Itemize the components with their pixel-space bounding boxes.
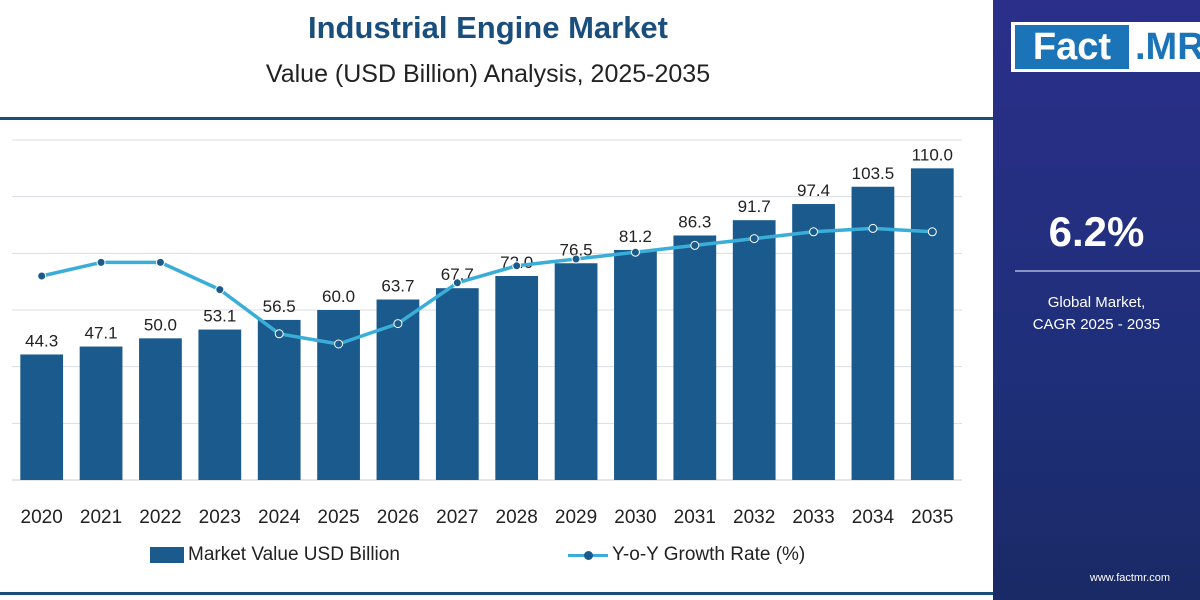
cagr-value: 6.2%: [1048, 208, 1145, 255]
cagr-label-line1: Global Market,: [1047, 294, 1146, 311]
panel-divider: [1015, 270, 1200, 272]
growth-point-2033: [809, 227, 819, 237]
bar-2035: [910, 168, 954, 481]
x-tick-2032: 2032: [733, 507, 775, 528]
header-divider: [0, 117, 993, 120]
chart-subtitle: Value (USD Billion) Analysis, 2025-2035: [265, 60, 711, 88]
growth-point-2031: [690, 240, 700, 250]
bar-2023: [198, 329, 242, 480]
data-label-2034: 103.5: [852, 164, 895, 183]
website-link[interactable]: www.factmr.com: [1089, 572, 1170, 584]
growth-point-2022: [155, 257, 165, 267]
x-tick-2020: 2020: [21, 507, 63, 528]
growth-point-2025: [334, 339, 344, 349]
x-tick-2025: 2025: [317, 507, 359, 528]
x-tick-2022: 2022: [139, 507, 181, 528]
cagr-label: Global Market, CAGR 2025 - 2035: [993, 292, 1200, 336]
legend-bar-swatch: [150, 547, 184, 563]
bar-2028: [495, 276, 539, 480]
bar-2025: [317, 310, 360, 480]
growth-point-2035: [927, 227, 937, 237]
bar-2022: [139, 338, 182, 480]
data-label-2030: 81.2: [619, 227, 652, 246]
growth-point-2034: [868, 223, 878, 233]
x-tick-2024: 2024: [258, 507, 301, 528]
bar-2033: [792, 204, 835, 480]
bar-2032: [732, 220, 776, 480]
logo-text-fact: Fact: [1015, 25, 1129, 69]
x-tick-2035: 2035: [911, 507, 953, 528]
data-label-2022: 50.0: [144, 315, 177, 334]
factmr-logo: Fact .MR: [1011, 22, 1200, 72]
x-tick-2031: 2031: [674, 507, 716, 528]
growth-point-2023: [215, 285, 225, 295]
growth-point-2032: [749, 234, 759, 244]
legend-label-line: Y-o-Y Growth Rate (%): [612, 544, 806, 565]
bar-2030: [614, 249, 657, 480]
growth-point-2024: [274, 329, 284, 339]
data-label-2029: 76.5: [560, 240, 593, 259]
legend-item-line: Y-o-Y Growth Rate (%): [568, 544, 805, 566]
cagr-label-line2: CAGR 2025 - 2035: [1032, 316, 1161, 333]
data-label-2023: 53.1: [203, 307, 236, 326]
growth-rate-line: [41, 226, 933, 346]
bar-2034: [851, 186, 895, 480]
x-tick-2030: 2030: [614, 507, 656, 528]
bar-line-chart: 44.3 2020 47.1 2021 50.0 2022 53.1 2023 56.5 2024…: [12, 139, 962, 528]
bar-2024: [257, 319, 301, 480]
bar-2031: [673, 235, 717, 480]
data-label-2031: 86.3: [678, 212, 711, 231]
chart-title: Industrial Engine Market: [307, 10, 668, 45]
growth-point-2028: [512, 261, 522, 271]
legend: Market Value USD Billion Y-o-Y Growth Ra…: [0, 544, 993, 572]
data-label-2021: 47.1: [85, 324, 118, 343]
x-tick-2026: 2026: [377, 507, 419, 528]
data-label-2032: 91.7: [738, 197, 771, 216]
x-tick-2033: 2033: [792, 507, 834, 528]
legend-label-bars: Market Value USD Billion: [188, 544, 400, 565]
x-tick-2028: 2028: [496, 507, 538, 528]
data-label-2033: 97.4: [797, 181, 830, 200]
x-tick-2027: 2027: [436, 507, 478, 528]
data-label-2035: 110.0: [912, 145, 953, 164]
growth-point-2020: [37, 271, 47, 281]
logo-text-mr: .MR: [1135, 26, 1200, 68]
chart-area: Industrial Engine Market Value (USD Bill…: [0, 10, 993, 595]
growth-point-2030: [630, 247, 640, 257]
data-label-2025: 60.0: [322, 287, 355, 306]
growth-point-2026: [393, 319, 403, 329]
bar-2020: [20, 354, 64, 480]
data-label-2026: 63.7: [381, 277, 414, 296]
x-tick-2023: 2023: [199, 507, 241, 528]
bar-2027: [435, 288, 479, 480]
side-panel: Fact .MR 6.2% Global Market, CAGR 2025 -…: [993, 0, 1200, 600]
legend-item-bars: Market Value USD Billion: [150, 544, 400, 566]
x-tick-2029: 2029: [555, 507, 597, 528]
growth-point-2029: [571, 254, 581, 264]
legend-line-swatch: [568, 547, 608, 563]
data-label-2020: 44.3: [25, 331, 58, 350]
x-tick-2034: 2034: [852, 507, 895, 528]
footer-divider: [0, 592, 993, 595]
growth-point-2027: [452, 278, 462, 288]
bar-2021: [79, 346, 123, 480]
growth-point-2021: [96, 257, 106, 267]
data-label-2024: 56.5: [263, 297, 296, 316]
bar-2029: [554, 263, 598, 480]
x-tick-2021: 2021: [80, 507, 122, 528]
